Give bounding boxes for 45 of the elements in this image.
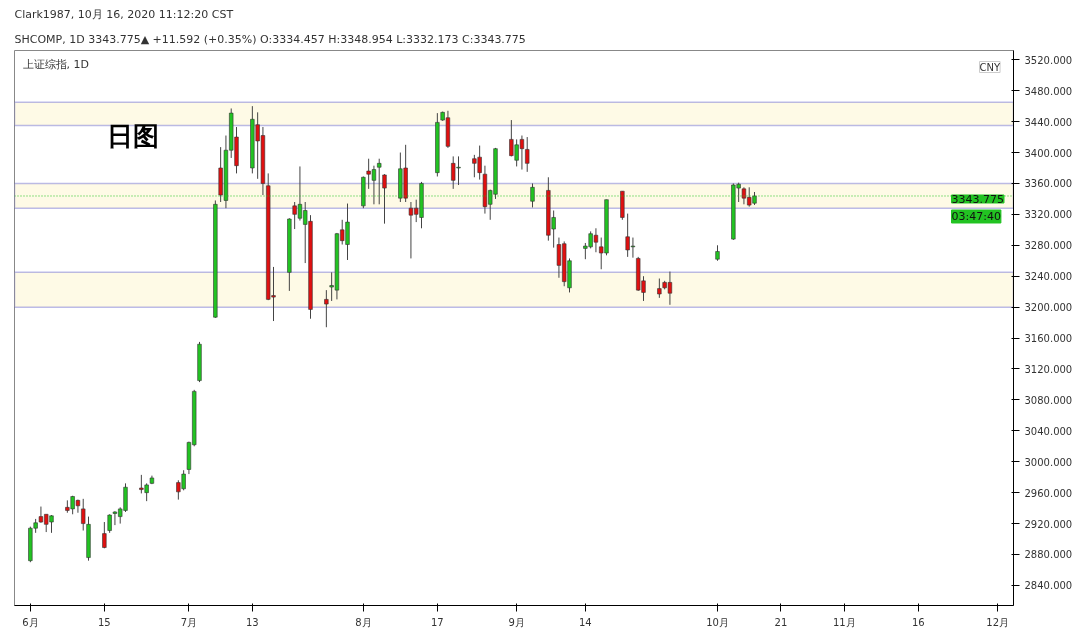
x-tick-label: 7月	[180, 616, 198, 628]
y-tick-label: 3360.000	[1024, 178, 1073, 190]
y-tick-label: 2840.000	[1024, 580, 1073, 592]
ref-line-label: 3343.775	[951, 192, 1004, 206]
text: SHCOMP, 1D 3343.775▲ +11.592 (+0.35%) O:3334.457 H:3348.954 L:3332.173 C:3343.775	[14, 32, 526, 46]
y-tick-label: 3520.000	[1024, 54, 1073, 66]
y-tick-label: 2960.000	[1024, 487, 1073, 499]
x-tick-label: 10月	[706, 616, 729, 628]
x-tick-label: 17	[430, 616, 444, 628]
y-tick-label: 3480.000	[1024, 85, 1073, 97]
y-tick-label: 3160.000	[1024, 333, 1073, 345]
candlestick	[102, 521, 107, 549]
y-tick-label: 3000.000	[1024, 456, 1073, 468]
candlestick	[657, 278, 662, 299]
text: 上证综指, 1D	[22, 57, 89, 71]
x-tick-label: 16	[911, 616, 925, 628]
annotation: CNY	[979, 61, 1001, 73]
y-tick-label: 3040.000	[1024, 425, 1073, 437]
x-tick-label: 21	[774, 616, 788, 628]
x-tick-label: 15	[97, 616, 111, 628]
text: Clark1987, 10月 16, 2020 11:12:20 CST	[14, 7, 234, 21]
x-tick-label: 11月	[832, 616, 856, 628]
annotation: 03:47:40	[951, 209, 1001, 223]
y-tick-label: 2880.000	[1024, 549, 1073, 561]
y-tick-label: 3280.000	[1024, 240, 1073, 252]
candlestick	[324, 289, 329, 328]
x-tick-label: 6月	[22, 616, 39, 628]
x-tick-label: 8月	[355, 616, 372, 628]
y-tick-label: 3400.000	[1024, 147, 1073, 159]
y-tick-label: 2920.000	[1024, 518, 1073, 530]
x-tick-label: 12月	[986, 616, 1010, 628]
candlestick	[525, 136, 530, 173]
y-tick-label: 3320.000	[1024, 209, 1073, 221]
y-tick-label: 3200.000	[1024, 302, 1073, 314]
candlestick	[382, 173, 387, 225]
y-tick-label: 3240.000	[1024, 271, 1073, 283]
text: 日图	[106, 120, 159, 151]
x-tick-label: 9月	[508, 616, 525, 628]
candlestick	[107, 513, 112, 534]
candlestick	[81, 498, 86, 532]
x-tick-label: 14	[578, 616, 592, 628]
y-tick-label: 3080.000	[1024, 394, 1073, 406]
y-tick-label: 3440.000	[1024, 116, 1073, 128]
x-tick-label: 13	[245, 616, 259, 628]
y-tick-label: 3120.000	[1024, 363, 1073, 375]
